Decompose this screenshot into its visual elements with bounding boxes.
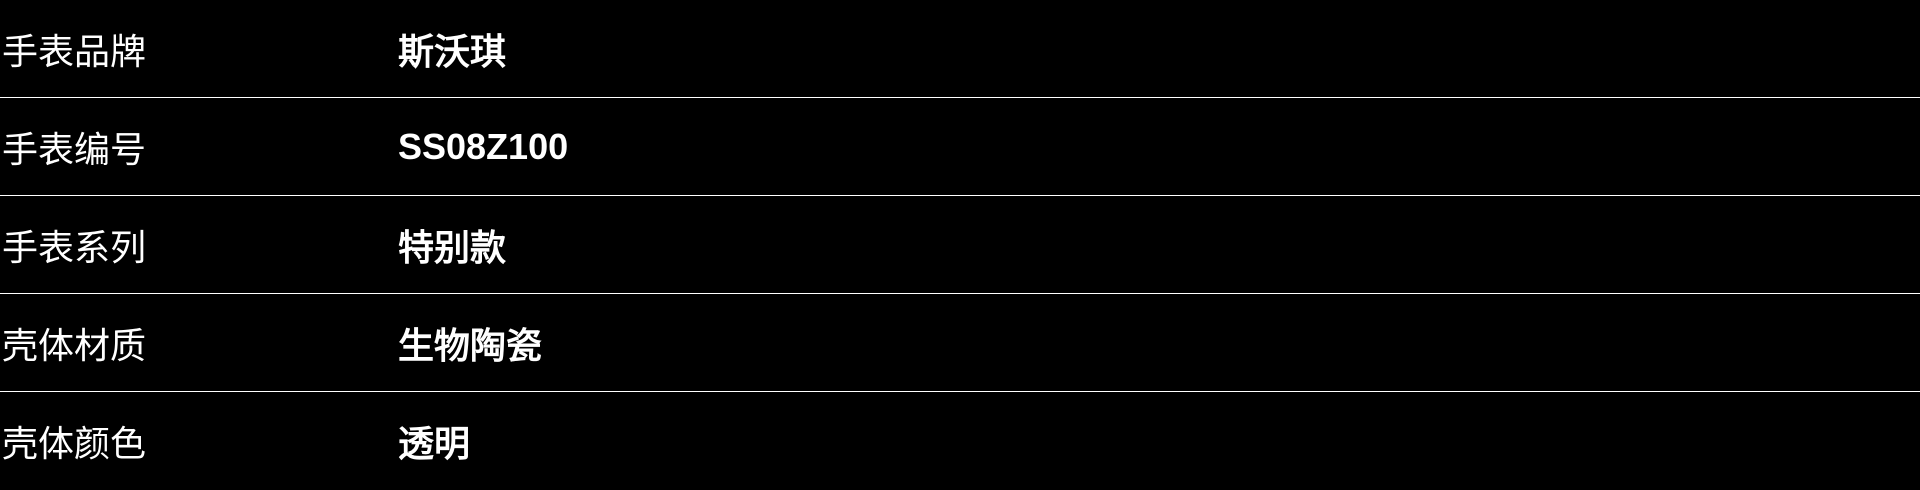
spec-label-brand: 手表品牌: [2, 30, 147, 72]
spec-value-case-material: 生物陶瓷: [398, 324, 543, 366]
spec-row-case-color: 壳体颜色 透明: [0, 392, 1920, 490]
spec-row-model-number: 手表编号 SS08Z100: [0, 98, 1920, 196]
spec-label-case-color: 壳体颜色: [2, 423, 147, 464]
spec-row-brand: 手表品牌 斯沃琪: [0, 0, 1920, 98]
spec-value-brand: 斯沃琪: [398, 30, 507, 72]
spec-row-case-material: 壳体材质 生物陶瓷: [0, 294, 1920, 392]
spec-label-series: 手表系列: [2, 226, 147, 268]
spec-label-case-material: 壳体材质: [2, 324, 147, 366]
spec-label-model-number: 手表编号: [2, 128, 147, 170]
spec-value-case-color: 透明: [398, 423, 471, 464]
spec-value-series: 特别款: [398, 226, 507, 268]
spec-row-series: 手表系列 特别款: [0, 196, 1920, 294]
spec-value-model-number: SS08Z100: [398, 125, 569, 167]
